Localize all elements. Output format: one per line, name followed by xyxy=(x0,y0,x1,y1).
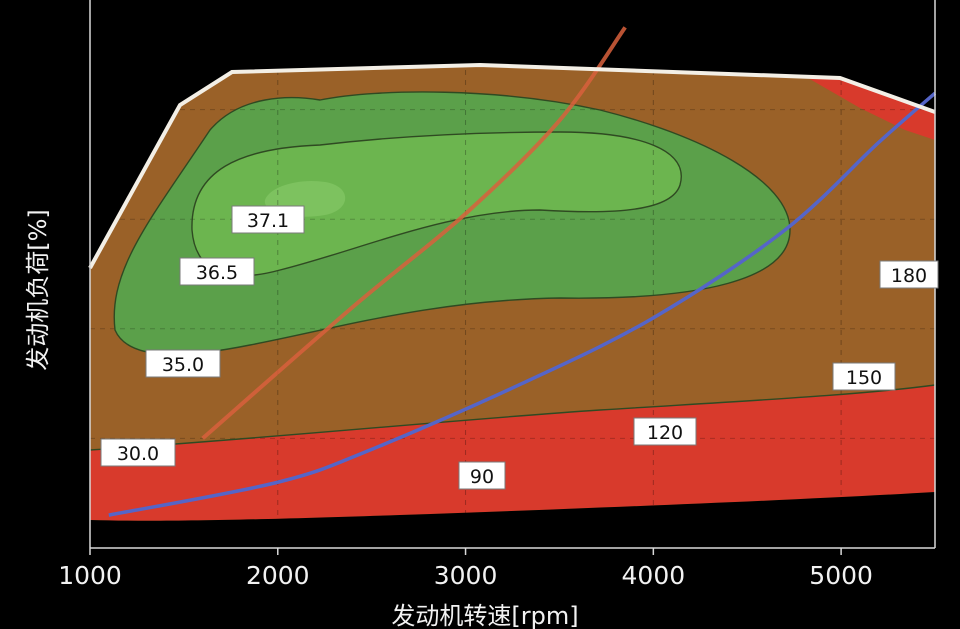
contour-line-36-5 xyxy=(191,131,682,277)
region-efficiency-36-5 xyxy=(191,132,682,276)
x-tick-label: 4000 xyxy=(622,561,686,590)
x-tick-label: 5000 xyxy=(809,561,873,590)
contour-label-30-0: 30.0 xyxy=(100,438,176,467)
y-axis-title: 发动机负荷[%] xyxy=(24,209,52,371)
contour-label-37-1: 37.1 xyxy=(231,205,305,234)
region-black-bottom xyxy=(90,492,935,548)
contour-label-90-text: 90 xyxy=(470,466,494,488)
contour-label-36-5: 36.5 xyxy=(179,257,255,286)
full-load-boundary xyxy=(88,62,936,269)
x-tick-label: 1000 xyxy=(58,561,122,590)
contour-label-150: 150 xyxy=(832,362,896,391)
contour-label-35-0-text: 35.0 xyxy=(162,354,204,376)
series-line-orange xyxy=(201,26,627,440)
contour-label-35-0: 35.0 xyxy=(145,349,221,378)
contour-label-120-text: 120 xyxy=(647,422,683,444)
x-axis-title: 发动机转速[rpm] xyxy=(391,602,578,629)
x-tick-label: 3000 xyxy=(434,561,498,590)
contour-line-30-0 xyxy=(89,384,936,451)
contour-label-37-1-text: 37.1 xyxy=(247,210,289,232)
contour-label-36-5-text: 36.5 xyxy=(196,262,238,284)
region-red-bottom xyxy=(90,385,935,521)
contour-label-150-text: 150 xyxy=(846,367,882,389)
contour-label-180-text: 180 xyxy=(891,265,927,287)
contour-label-180: 180 xyxy=(879,260,939,289)
series-line-blue xyxy=(108,91,937,517)
x-tick-label: 2000 xyxy=(246,561,310,590)
contour-label-120: 120 xyxy=(633,417,697,446)
contour-line-35-0 xyxy=(113,91,791,356)
contour-label-30-0-text: 30.0 xyxy=(117,443,159,465)
region-red-top-right xyxy=(808,78,935,140)
x-tick-labels: 1000 2000 3000 4000 5000 xyxy=(58,548,873,590)
contour-label-90: 90 xyxy=(458,461,506,490)
